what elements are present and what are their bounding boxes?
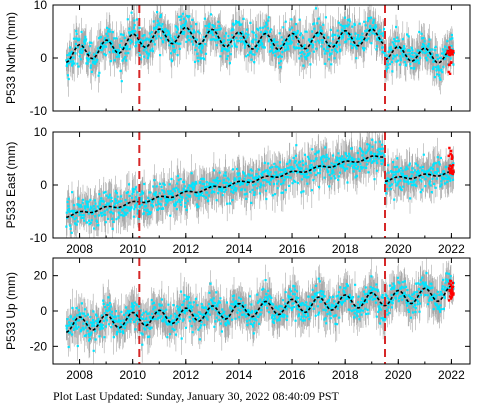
x-tick-label: 2008	[66, 368, 93, 382]
recent-positions	[447, 279, 455, 302]
y-tick-label: -10	[30, 231, 48, 245]
model-fit-line	[66, 155, 455, 219]
plot-area	[65, 132, 455, 238]
x-tick-label: 2016	[279, 242, 306, 256]
recent-positions	[446, 46, 455, 75]
x-tick-label: 2010	[119, 368, 146, 382]
x-tick-label: 2022	[438, 368, 465, 382]
y-tick-label: 20	[34, 269, 48, 283]
daily-positions	[65, 138, 455, 234]
y-axis-label: P533 North (mm)	[4, 12, 18, 104]
y-tick-label: 10	[34, 125, 48, 139]
error-bars	[66, 258, 454, 364]
x-tick-label: 2012	[172, 368, 199, 382]
y-tick-label: -20	[30, 339, 48, 353]
plot-area	[65, 5, 455, 97]
model-fit-line	[65, 26, 455, 64]
daily-positions	[65, 272, 455, 352]
recent-positions	[447, 146, 455, 176]
x-tick-label: 2020	[385, 368, 412, 382]
x-tick-label: 2014	[226, 242, 253, 256]
y-tick-label: 0	[40, 51, 47, 65]
model-fit-line	[66, 285, 455, 333]
panel-1: -10 0 10 P533 North (mm)	[4, 0, 471, 118]
y-axis-label: P533 Up (mm)	[4, 272, 18, 350]
y-axis-label: P533 East (mm)	[4, 142, 18, 229]
daily-positions	[65, 7, 455, 83]
x-tick-label: 2014	[226, 368, 253, 382]
plot-last-updated-text: Plot Last Updated: Sunday, January 30, 2…	[53, 389, 340, 403]
x-tick-label: 2022	[438, 242, 465, 256]
x-tick-label: 2016	[279, 368, 306, 382]
x-tick-label: 2020	[385, 242, 412, 256]
y-tick-label: 0	[40, 178, 47, 192]
x-tick-label: 2010	[119, 242, 146, 256]
x-tick-label: 2012	[172, 242, 199, 256]
panel-2: 2008 2010 2012 2014 2016 2018 2020 2022 -10 0 10 P5…	[4, 125, 471, 256]
x-tick-label: 2018	[332, 242, 359, 256]
x-tick-label: 2008	[66, 242, 93, 256]
x-tick-label: 2018	[332, 368, 359, 382]
y-tick-label: 0	[40, 304, 47, 318]
y-tick-label: 10	[34, 0, 48, 12]
panel-3: 2008 2010 2012 2014 2016 2018 2020 2022 -20 0 20 P5…	[4, 257, 471, 382]
plot-area	[65, 258, 455, 364]
y-tick-label: -10	[30, 104, 48, 118]
